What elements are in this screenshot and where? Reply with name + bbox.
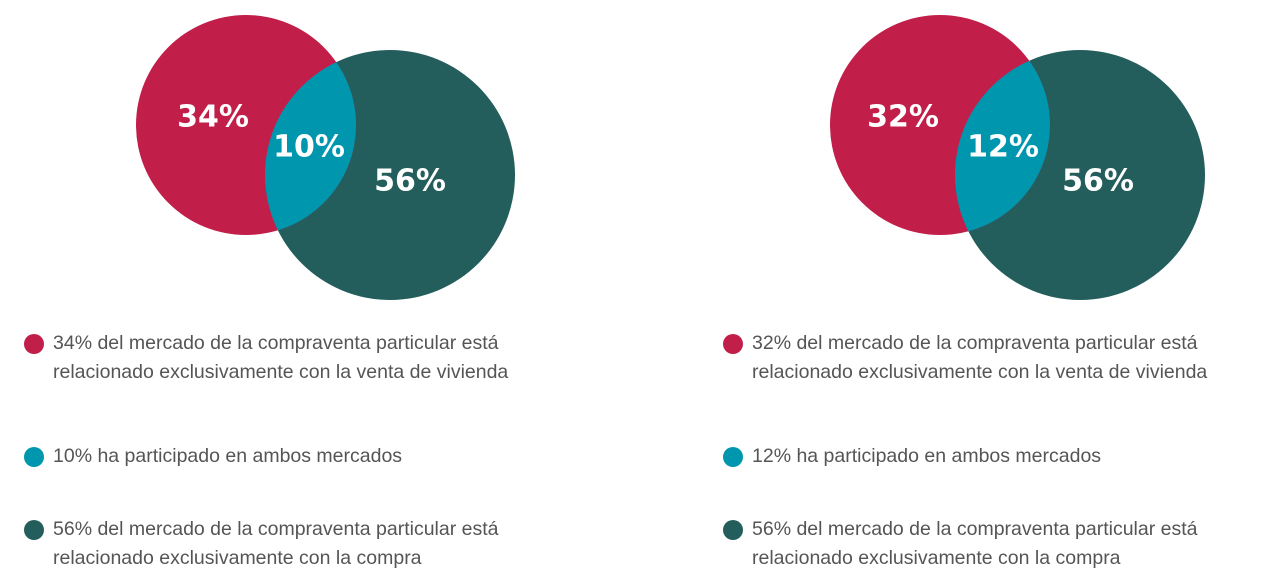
value-label: 10% <box>273 130 345 165</box>
value-label: 32% <box>867 100 939 135</box>
legend-marker <box>723 447 743 467</box>
value-label: 34% <box>177 100 249 135</box>
legend-marker <box>723 520 743 540</box>
legend-marker <box>24 520 44 540</box>
legend-text: 34% del mercado de la compraventa partic… <box>53 332 509 383</box>
legend-text: 12% ha participado en ambos mercados <box>752 445 1102 467</box>
legend-marker <box>24 447 44 467</box>
venn-diagrams: 34% 10% 56% 32% 12% 56% <box>136 15 1205 300</box>
value-label: 56% <box>374 164 446 199</box>
venn: 32% 12% 56% <box>830 15 1205 300</box>
legend-item: 56% del mercado de la compraventa partic… <box>24 515 573 571</box>
legend-item: 56% del mercado de la compraventa partic… <box>723 515 1272 571</box>
legend-marker <box>723 334 743 354</box>
legend-item: 12% ha participado en ambos mercados <box>723 442 1272 471</box>
legend-text: 56% del mercado de la compraventa partic… <box>752 518 1198 569</box>
legend-item: 34% del mercado de la compraventa partic… <box>24 329 573 387</box>
legend-text: 56% del mercado de la compraventa partic… <box>53 518 499 569</box>
legend-item: 10% ha participado en ambos mercados <box>24 442 573 471</box>
value-label: 56% <box>1062 164 1134 199</box>
value-label: 12% <box>967 130 1039 165</box>
legend-text: 10% ha participado en ambos mercados <box>53 445 403 467</box>
legend-text: 32% del mercado de la compraventa partic… <box>752 332 1208 383</box>
legend-marker <box>24 334 44 354</box>
venn: 34% 10% 56% <box>136 15 515 300</box>
legend-item: 32% del mercado de la compraventa partic… <box>723 329 1272 387</box>
